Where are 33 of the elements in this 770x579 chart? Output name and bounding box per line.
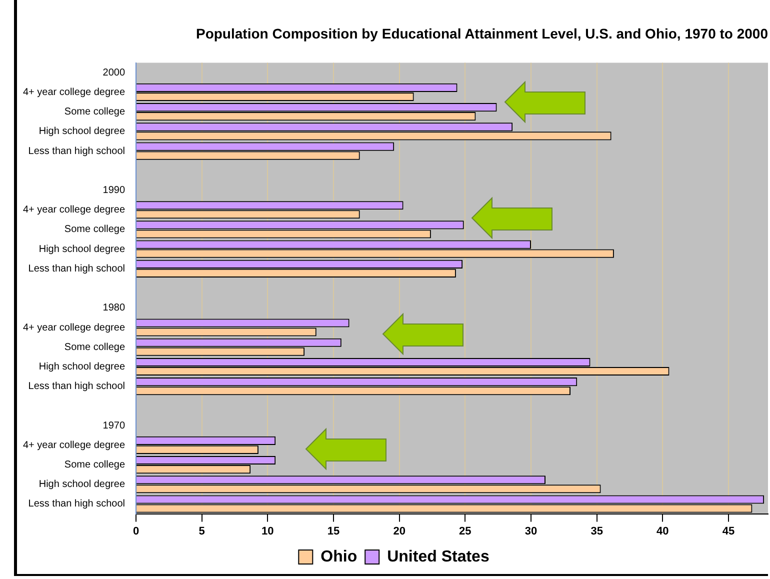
x-tick-label: 20 bbox=[393, 525, 406, 538]
y-tick-label: 4+ year college degree bbox=[22, 322, 126, 334]
y-tick-label: High school degree bbox=[38, 479, 126, 490]
y-tick-label: High school degree bbox=[38, 244, 126, 255]
y-tick-label: 4+ year college degree bbox=[22, 86, 126, 98]
y-tick-label: 1990 bbox=[102, 185, 126, 196]
y-tick-label: Less than high school bbox=[28, 146, 126, 157]
y-tick-label: Some college bbox=[64, 460, 126, 471]
x-tick-label: 5 bbox=[198, 525, 205, 538]
y-tick-label: Some college bbox=[64, 342, 126, 353]
y-tick-label: 2000 bbox=[102, 67, 126, 78]
y-tick-label: High school degree bbox=[38, 126, 126, 138]
y-tick-label: 1980 bbox=[102, 302, 126, 314]
x-tick-label: 35 bbox=[590, 525, 603, 538]
y-tick-label: 1970 bbox=[102, 420, 126, 432]
x-tick-label: 30 bbox=[524, 525, 538, 538]
y-tick-label: Some college bbox=[64, 224, 126, 236]
x-tick-label: 40 bbox=[656, 525, 669, 538]
y-tick-label: Less than high school bbox=[28, 263, 126, 274]
y-tick-label: Less than high school bbox=[28, 498, 126, 510]
chart-title: Population Composition by Educational Attainment Level, U.S. and Ohio, 1970 to 2000 bbox=[196, 25, 768, 42]
y-tick-label: High school degree bbox=[38, 361, 126, 372]
x-tick-label: 25 bbox=[459, 525, 472, 538]
legend-label: United States bbox=[387, 548, 490, 566]
y-tick-label: 4+ year college degree bbox=[22, 440, 126, 451]
legend-label: Ohio bbox=[320, 548, 358, 566]
y-tick-label: Less than high school bbox=[28, 381, 126, 392]
y-tick-label: Some college bbox=[64, 106, 126, 118]
x-tick-label: 45 bbox=[722, 525, 735, 538]
y-tick-label: 4+ year college degree bbox=[22, 204, 126, 216]
x-tick-label: 10 bbox=[262, 525, 274, 538]
x-tick-label: 15 bbox=[327, 525, 340, 538]
x-tick-label: 0 bbox=[132, 525, 140, 538]
